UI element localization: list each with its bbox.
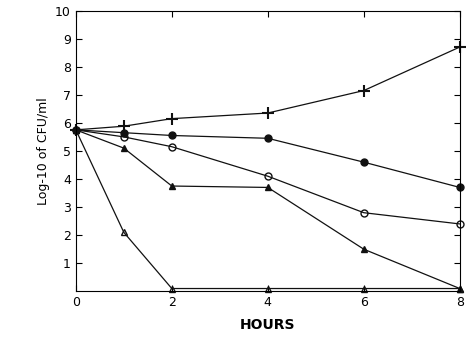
X-axis label: HOURS: HOURS: [240, 318, 296, 332]
Y-axis label: Log-10 of CFU/ml: Log-10 of CFU/ml: [36, 97, 50, 205]
